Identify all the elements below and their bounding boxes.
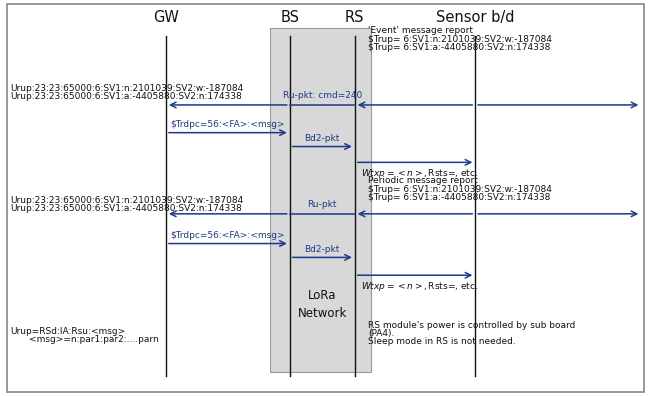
Text: $Trup= 6:SV1:a:-4405880:SV2:n:174338: $Trup= 6:SV1:a:-4405880:SV2:n:174338 <box>368 193 550 202</box>
Text: Sensor b/d: Sensor b/d <box>436 10 514 25</box>
Text: $Wtxp=<n>, $Rsts=, etc.: $Wtxp=<n>, $Rsts=, etc. <box>361 167 478 180</box>
Text: $Trup= 6:SV1:a:-4405880:SV2:n:174338: $Trup= 6:SV1:a:-4405880:SV2:n:174338 <box>368 43 550 52</box>
Text: Urup:23:23:65000:6:SV1:n:2101039:SV2:w:-187084: Urup:23:23:65000:6:SV1:n:2101039:SV2:w:-… <box>10 196 243 205</box>
Text: Urup:23:23:65000:6:SV1:a:-4405880:SV2:n:174338: Urup:23:23:65000:6:SV1:a:-4405880:SV2:n:… <box>10 92 242 101</box>
Text: $Trdpc=56:<FA>:<msg>: $Trdpc=56:<FA>:<msg> <box>171 120 285 129</box>
Text: Bd2-pkt: Bd2-pkt <box>305 134 340 143</box>
Text: Ru-pkt: cmd=240: Ru-pkt: cmd=240 <box>283 91 362 100</box>
Text: Urup:23:23:65000:6:SV1:a:-4405880:SV2:n:174338: Urup:23:23:65000:6:SV1:a:-4405880:SV2:n:… <box>10 204 242 213</box>
Text: $Trdpc=56:<FA>:<msg>: $Trdpc=56:<FA>:<msg> <box>171 231 285 240</box>
Text: 'Event' message report: 'Event' message report <box>368 26 473 35</box>
Text: BS: BS <box>280 10 299 25</box>
Text: Sleep mode in RS is not needed.: Sleep mode in RS is not needed. <box>368 337 516 346</box>
Text: $Wtxp=<n>, $Rsts=, etc.: $Wtxp=<n>, $Rsts=, etc. <box>361 280 478 293</box>
Text: $Trup= 6:SV1:n:2101039:SV2:w:-187084: $Trup= 6:SV1:n:2101039:SV2:w:-187084 <box>368 185 551 194</box>
FancyBboxPatch shape <box>7 4 644 392</box>
Text: Ru-pkt: Ru-pkt <box>307 200 337 209</box>
Text: RS module's power is controlled by sub board: RS module's power is controlled by sub b… <box>368 321 575 330</box>
Text: Bd2-pkt: Bd2-pkt <box>305 245 340 254</box>
Text: Periodic message report: Periodic message report <box>368 176 478 185</box>
Text: LoRa
Network: LoRa Network <box>298 289 347 320</box>
Text: Urup:23:23:65000:6:SV1:n:2101039:SV2:w:-187084: Urup:23:23:65000:6:SV1:n:2101039:SV2:w:-… <box>10 84 243 93</box>
Text: Urup=RSd:IA:Rsu:<msg>: Urup=RSd:IA:Rsu:<msg> <box>10 327 125 336</box>
Text: $Trup= 6:SV1:n:2101039:SV2:w:-187084: $Trup= 6:SV1:n:2101039:SV2:w:-187084 <box>368 35 551 44</box>
Text: (PA4).: (PA4). <box>368 329 395 339</box>
Text: RS: RS <box>345 10 365 25</box>
Bar <box>270 28 371 372</box>
Text: GW: GW <box>153 10 179 25</box>
Text: <msg>=n:par1:par2:....parn: <msg>=n:par1:par2:....parn <box>29 335 159 345</box>
